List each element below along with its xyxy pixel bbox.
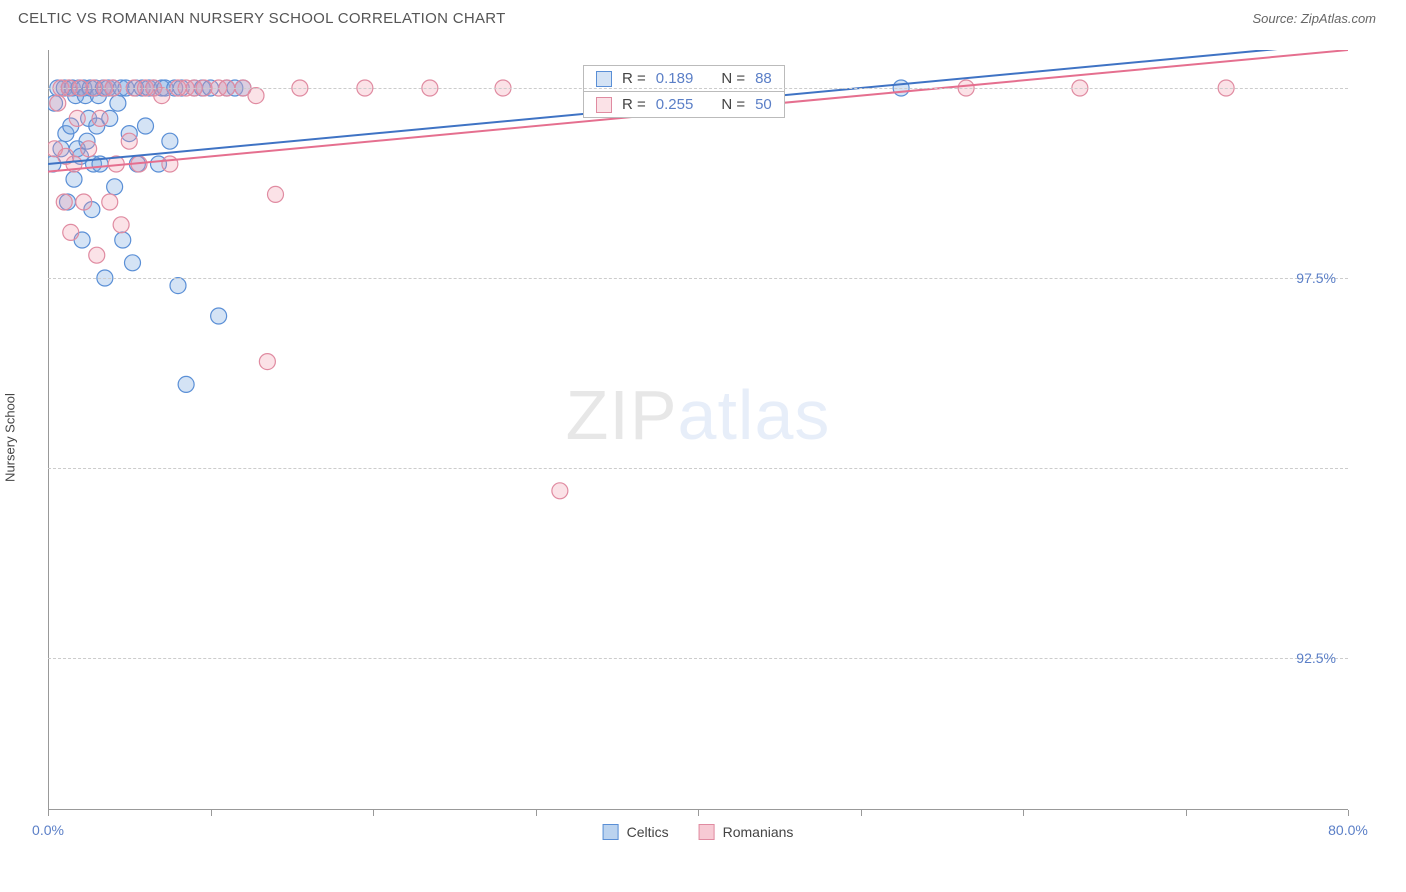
stat-label: R = [622, 70, 646, 87]
data-point [92, 110, 108, 126]
legend-item: Romanians [699, 824, 794, 840]
r-value: 0.189 [656, 70, 694, 87]
data-point [102, 194, 118, 210]
data-point [170, 278, 186, 294]
x-tick [48, 810, 49, 816]
data-point [552, 483, 568, 499]
x-tick [1023, 810, 1024, 816]
stat-label: N = [721, 70, 745, 87]
y-tick-label: 97.5% [1296, 270, 1336, 286]
stat-label: N = [721, 96, 745, 113]
x-tick [1348, 810, 1349, 816]
data-point [113, 217, 129, 233]
legend-swatch [603, 824, 619, 840]
data-point [138, 118, 154, 134]
data-point [66, 171, 82, 187]
legend-swatch [596, 71, 612, 87]
data-point [115, 232, 131, 248]
series-legend: Celtics Romanians [603, 824, 794, 840]
data-point [81, 141, 97, 157]
x-tick [861, 810, 862, 816]
legend-swatch [699, 824, 715, 840]
n-value: 50 [755, 96, 772, 113]
chart-source: Source: ZipAtlas.com [1252, 11, 1376, 26]
y-axis-label: Nursery School [3, 393, 18, 482]
legend-item: Celtics [603, 824, 669, 840]
data-point [121, 133, 137, 149]
data-point [76, 194, 92, 210]
legend-label: Romanians [723, 824, 794, 840]
data-point [162, 133, 178, 149]
data-point [50, 95, 66, 111]
data-point [178, 376, 194, 392]
x-tick [536, 810, 537, 816]
correlation-legend: R = 0.189 N = 88 R = 0.255 N = 50 [583, 65, 785, 118]
chart-plot-area: ZIPatlas R = 0.189 N = 88 R = 0.255 N = … [48, 50, 1348, 810]
data-point [107, 179, 123, 195]
correlation-row: R = 0.255 N = 50 [583, 92, 785, 118]
r-value: 0.255 [656, 96, 694, 113]
data-point [268, 186, 284, 202]
data-point [162, 156, 178, 172]
x-tick [1186, 810, 1187, 816]
n-value: 88 [755, 70, 772, 87]
legend-swatch [596, 97, 612, 113]
gridline [48, 468, 1348, 469]
gridline [48, 658, 1348, 659]
data-point [63, 224, 79, 240]
data-point [125, 255, 141, 271]
x-tick [698, 810, 699, 816]
stat-label: R = [622, 96, 646, 113]
data-point [110, 95, 126, 111]
x-tick-label: 80.0% [1328, 822, 1368, 838]
data-point [259, 354, 275, 370]
x-tick [211, 810, 212, 816]
y-tick-label: 92.5% [1296, 650, 1336, 666]
scatter-plot-svg [48, 50, 1348, 810]
data-point [89, 247, 105, 263]
data-point [56, 194, 72, 210]
chart-header: CELTIC VS ROMANIAN NURSERY SCHOOL CORREL… [0, 0, 1406, 27]
data-point [69, 110, 85, 126]
x-tick-label: 0.0% [32, 822, 64, 838]
data-point [154, 88, 170, 104]
legend-label: Celtics [627, 824, 669, 840]
gridline [48, 88, 1348, 89]
data-point [248, 88, 264, 104]
data-point [211, 308, 227, 324]
chart-title: CELTIC VS ROMANIAN NURSERY SCHOOL CORREL… [18, 10, 506, 27]
x-tick [373, 810, 374, 816]
gridline [48, 278, 1348, 279]
